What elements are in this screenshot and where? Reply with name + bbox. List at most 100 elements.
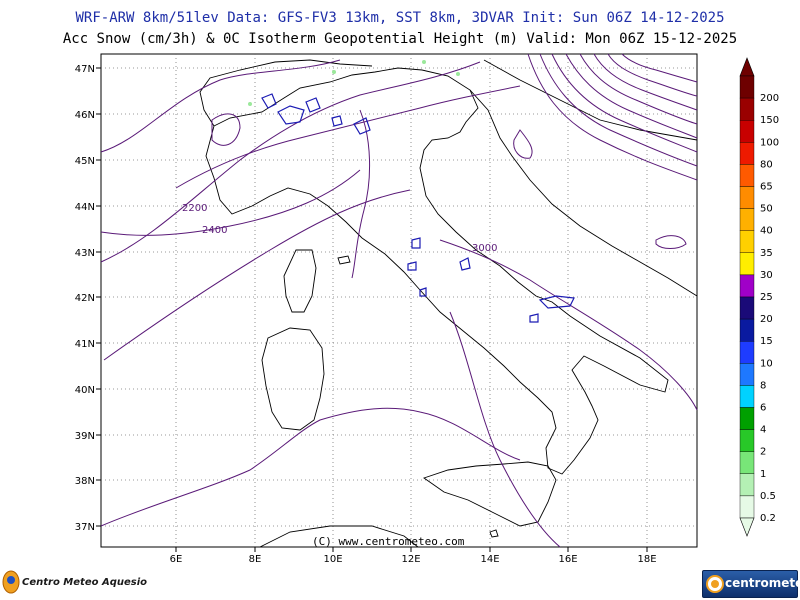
coastline-africa (259, 525, 419, 548)
legend-swatch (739, 208, 755, 231)
snow-traces (248, 60, 460, 106)
contour-line (103, 189, 411, 361)
legend-swatch (739, 451, 755, 475)
lon-label: 8E (249, 554, 262, 565)
snow-trace (456, 72, 460, 76)
axis-ticks (96, 67, 648, 552)
lat-label: 38N (75, 476, 95, 487)
lat-label: 42N (75, 293, 95, 304)
snow-patch (331, 115, 343, 127)
header-title-line1: WRF-ARW 8km/51lev Data: GFS-FV3 13km, SS… (75, 10, 725, 26)
legend-swatch (739, 429, 755, 452)
legend-label: 50 (760, 204, 773, 215)
header-title-line2: Acc Snow (cm/3h) & 0C Isotherm Geopotent… (62, 31, 738, 47)
contour-line (607, 53, 698, 97)
legend-colorbar: 200 150 100 80 65 50 40 35 30 25 20 15 10 8 6 4 2 1 0.5 0.2 (739, 57, 779, 537)
lat-label: 37N (75, 522, 95, 533)
contour-line (175, 85, 521, 189)
legend-label: 6 (760, 403, 766, 414)
snow-patch (305, 97, 321, 113)
coastline-elba (337, 255, 351, 265)
isotherm-contours (100, 53, 698, 548)
legend-label: 25 (760, 292, 773, 303)
coastline-balkans (469, 89, 698, 297)
contour-line (351, 109, 371, 279)
contour-line (655, 235, 687, 249)
logo-right-text: centrometeo (725, 576, 800, 590)
legend-swatch (739, 341, 755, 364)
snow-patch (353, 117, 371, 135)
snow-patch (277, 105, 305, 125)
snow-patch (411, 237, 421, 249)
logo-globe-icon (706, 575, 724, 593)
lon-label: 10E (323, 554, 342, 565)
logo-centro-meteo-aquesio: Centro Meteo Aquesio (2, 569, 147, 595)
snow-patch (529, 313, 539, 323)
lat-label: 46N (75, 110, 95, 121)
contour-line (449, 311, 561, 548)
legend-swatch (739, 318, 755, 342)
coastlines (199, 59, 698, 548)
legend-swatch (739, 363, 755, 386)
contour-line (621, 53, 698, 83)
contour-label: 2400 (202, 225, 227, 236)
contour-line (211, 113, 241, 146)
lat-label: 43N (75, 248, 95, 259)
legend-swatch (739, 495, 755, 519)
contour-line (527, 53, 698, 181)
snow-patch (407, 261, 417, 271)
legend-label: 8 (760, 380, 766, 391)
legend-label: 4 (760, 425, 766, 436)
contour-line (579, 53, 698, 125)
legend-swatch (739, 119, 755, 143)
lat-label: 40N (75, 385, 95, 396)
legend-swatch (739, 75, 755, 99)
contour-line (100, 407, 521, 527)
snow-trace (422, 60, 426, 64)
lon-label: 12E (401, 554, 420, 565)
contour-line (100, 169, 361, 236)
legend-swatch (739, 473, 755, 497)
legend-arrow-bottom (739, 517, 755, 537)
lon-label: 6E (170, 554, 183, 565)
graticule (101, 54, 697, 547)
legend-label: 200 (760, 93, 779, 104)
legend-label: 0.5 (760, 491, 776, 502)
snow-patch (261, 93, 277, 109)
contour-line (593, 53, 698, 111)
legend-label: 0.2 (760, 513, 776, 524)
legend-arrow (739, 57, 755, 77)
snow-areas (261, 93, 575, 323)
legend-swatch (739, 296, 755, 320)
contour-line (565, 53, 698, 139)
border-balkans (483, 59, 698, 141)
lat-label: 47N (75, 64, 95, 75)
legend-label: 2 (760, 447, 766, 458)
legend-swatch (739, 230, 755, 253)
legend-swatch (739, 274, 755, 298)
contour-line (551, 53, 698, 153)
legend-label: 100 (760, 137, 779, 148)
contour-line (539, 53, 698, 167)
lon-label: 14E (480, 554, 499, 565)
coastline-corsica (283, 249, 317, 313)
logo-centrometeo: centrometeo (702, 570, 800, 598)
legend-label: 150 (760, 115, 779, 126)
contour-line (513, 129, 533, 159)
legend-swatch (739, 142, 755, 165)
snow-trace (248, 102, 252, 106)
legend-label: 30 (760, 270, 773, 281)
snow-patch (538, 295, 575, 309)
coastline-sicily (423, 461, 557, 527)
contour-line (100, 59, 341, 153)
legend-label: 15 (760, 336, 773, 347)
lat-label: 39N (75, 431, 95, 442)
lat-label: 44N (75, 202, 95, 213)
lat-label: 41N (75, 339, 95, 350)
lat-label: 45N (75, 156, 95, 167)
legend-label: 40 (760, 226, 773, 237)
legend-swatch (739, 385, 755, 408)
coastline-malta (489, 529, 499, 538)
legend-swatch (739, 97, 755, 121)
